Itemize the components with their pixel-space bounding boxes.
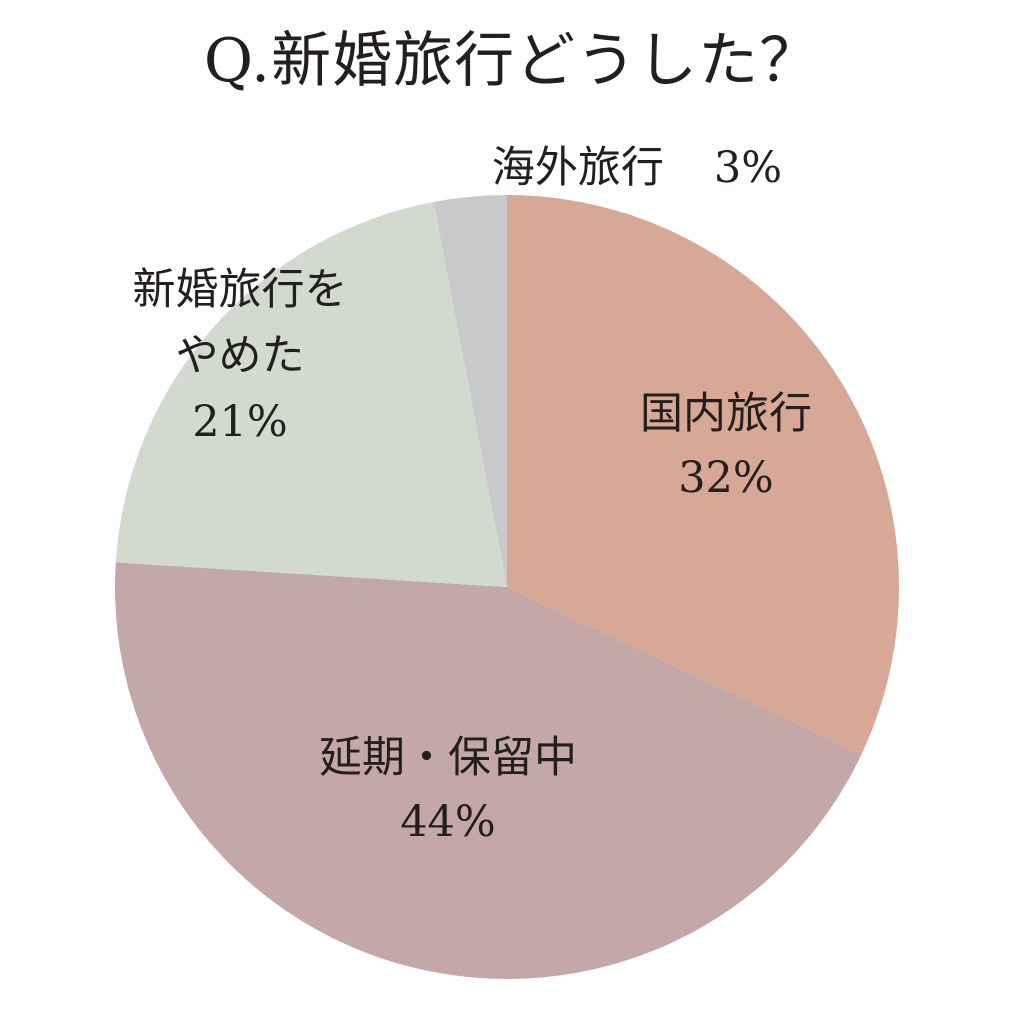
slice-name: やめた (176, 331, 305, 381)
slice-percent: 21% (192, 397, 288, 447)
slice-percent: 32% (678, 453, 774, 503)
slice-percent: 3% (714, 143, 782, 193)
pie-slices (114, 195, 899, 979)
slice-name: 国内旅行 (640, 389, 812, 439)
pie-slice (433, 195, 507, 587)
chart-title: Q.新婚旅行どうした？ (203, 26, 821, 96)
slice-label: 海外旅行 3% (492, 143, 782, 193)
slice-name: 海外旅行 (492, 143, 664, 193)
pie-slice (114, 562, 862, 979)
slice-percent: 44% (400, 797, 496, 847)
slice-name: 新婚旅行を (133, 265, 348, 315)
pie-slice (507, 195, 899, 754)
slice-name: 延期・保留中 (319, 733, 577, 783)
pie-slice (115, 201, 507, 587)
